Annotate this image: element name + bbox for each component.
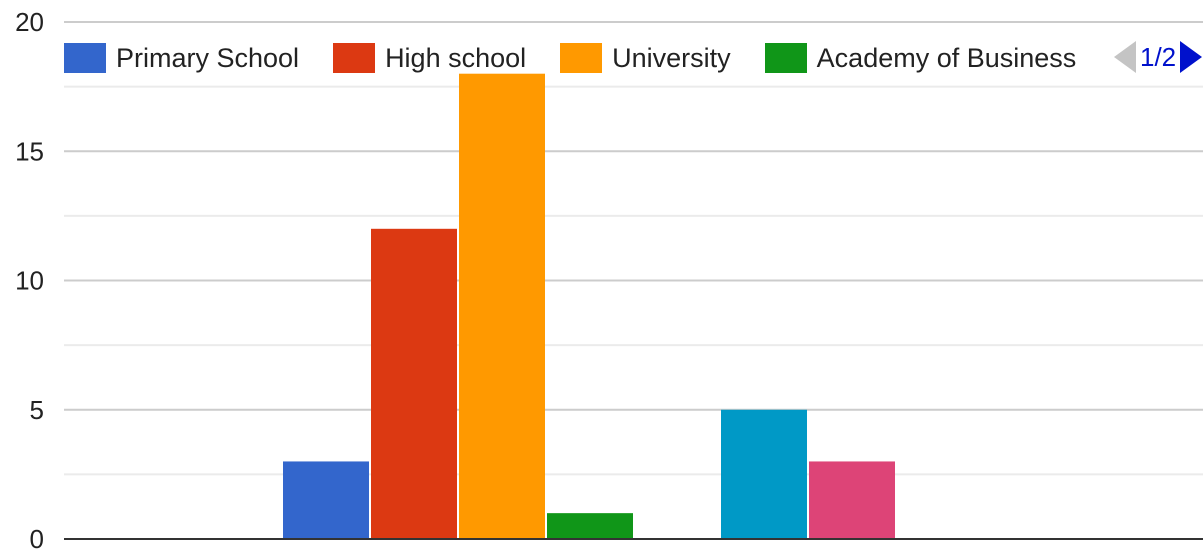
gridlines [64,21,1203,476]
legend-item-primary-school[interactable]: Primary School [64,43,299,74]
bar-series-4-category-1[interactable] [721,409,807,539]
legend-swatch [333,43,376,73]
y-tick-label: 0 [30,524,44,552]
legend-label: High school [385,42,527,73]
previous-page-icon[interactable] [1114,41,1136,73]
legend-label: University [612,42,731,73]
legend-swatch [560,43,603,73]
bar-series-1-category-0[interactable] [371,228,457,540]
bar-series-0-category-0[interactable] [283,461,369,539]
bar-series-2-category-0[interactable] [459,73,545,539]
bars [283,73,895,540]
y-tick-label: 5 [30,395,44,425]
y-axis: 0 5 10 15 20 [15,7,1203,552]
bar-series-5-category-1[interactable] [809,461,895,539]
legend-item-university[interactable]: University [560,43,731,74]
legend: Primary School High school University Ac… [64,40,1110,76]
y-tick-label: 20 [15,7,44,37]
legend-item-academy-of-business[interactable]: Academy of Business [764,42,1077,74]
bar-series-3-category-0[interactable] [547,513,633,539]
y-tick-label: 10 [15,266,44,296]
legend-swatch [764,43,807,73]
next-page-icon[interactable] [1180,41,1203,73]
legend-page-indicator: 1/2 [1140,41,1177,72]
legend-swatch [64,43,106,73]
legend-item-high-school[interactable]: High school [333,43,526,74]
legend-pager: 1/2 [1114,39,1203,75]
legend-label: Primary School [116,42,300,73]
legend-label: Academy of Business [816,42,1077,73]
y-tick-label: 15 [15,136,44,166]
